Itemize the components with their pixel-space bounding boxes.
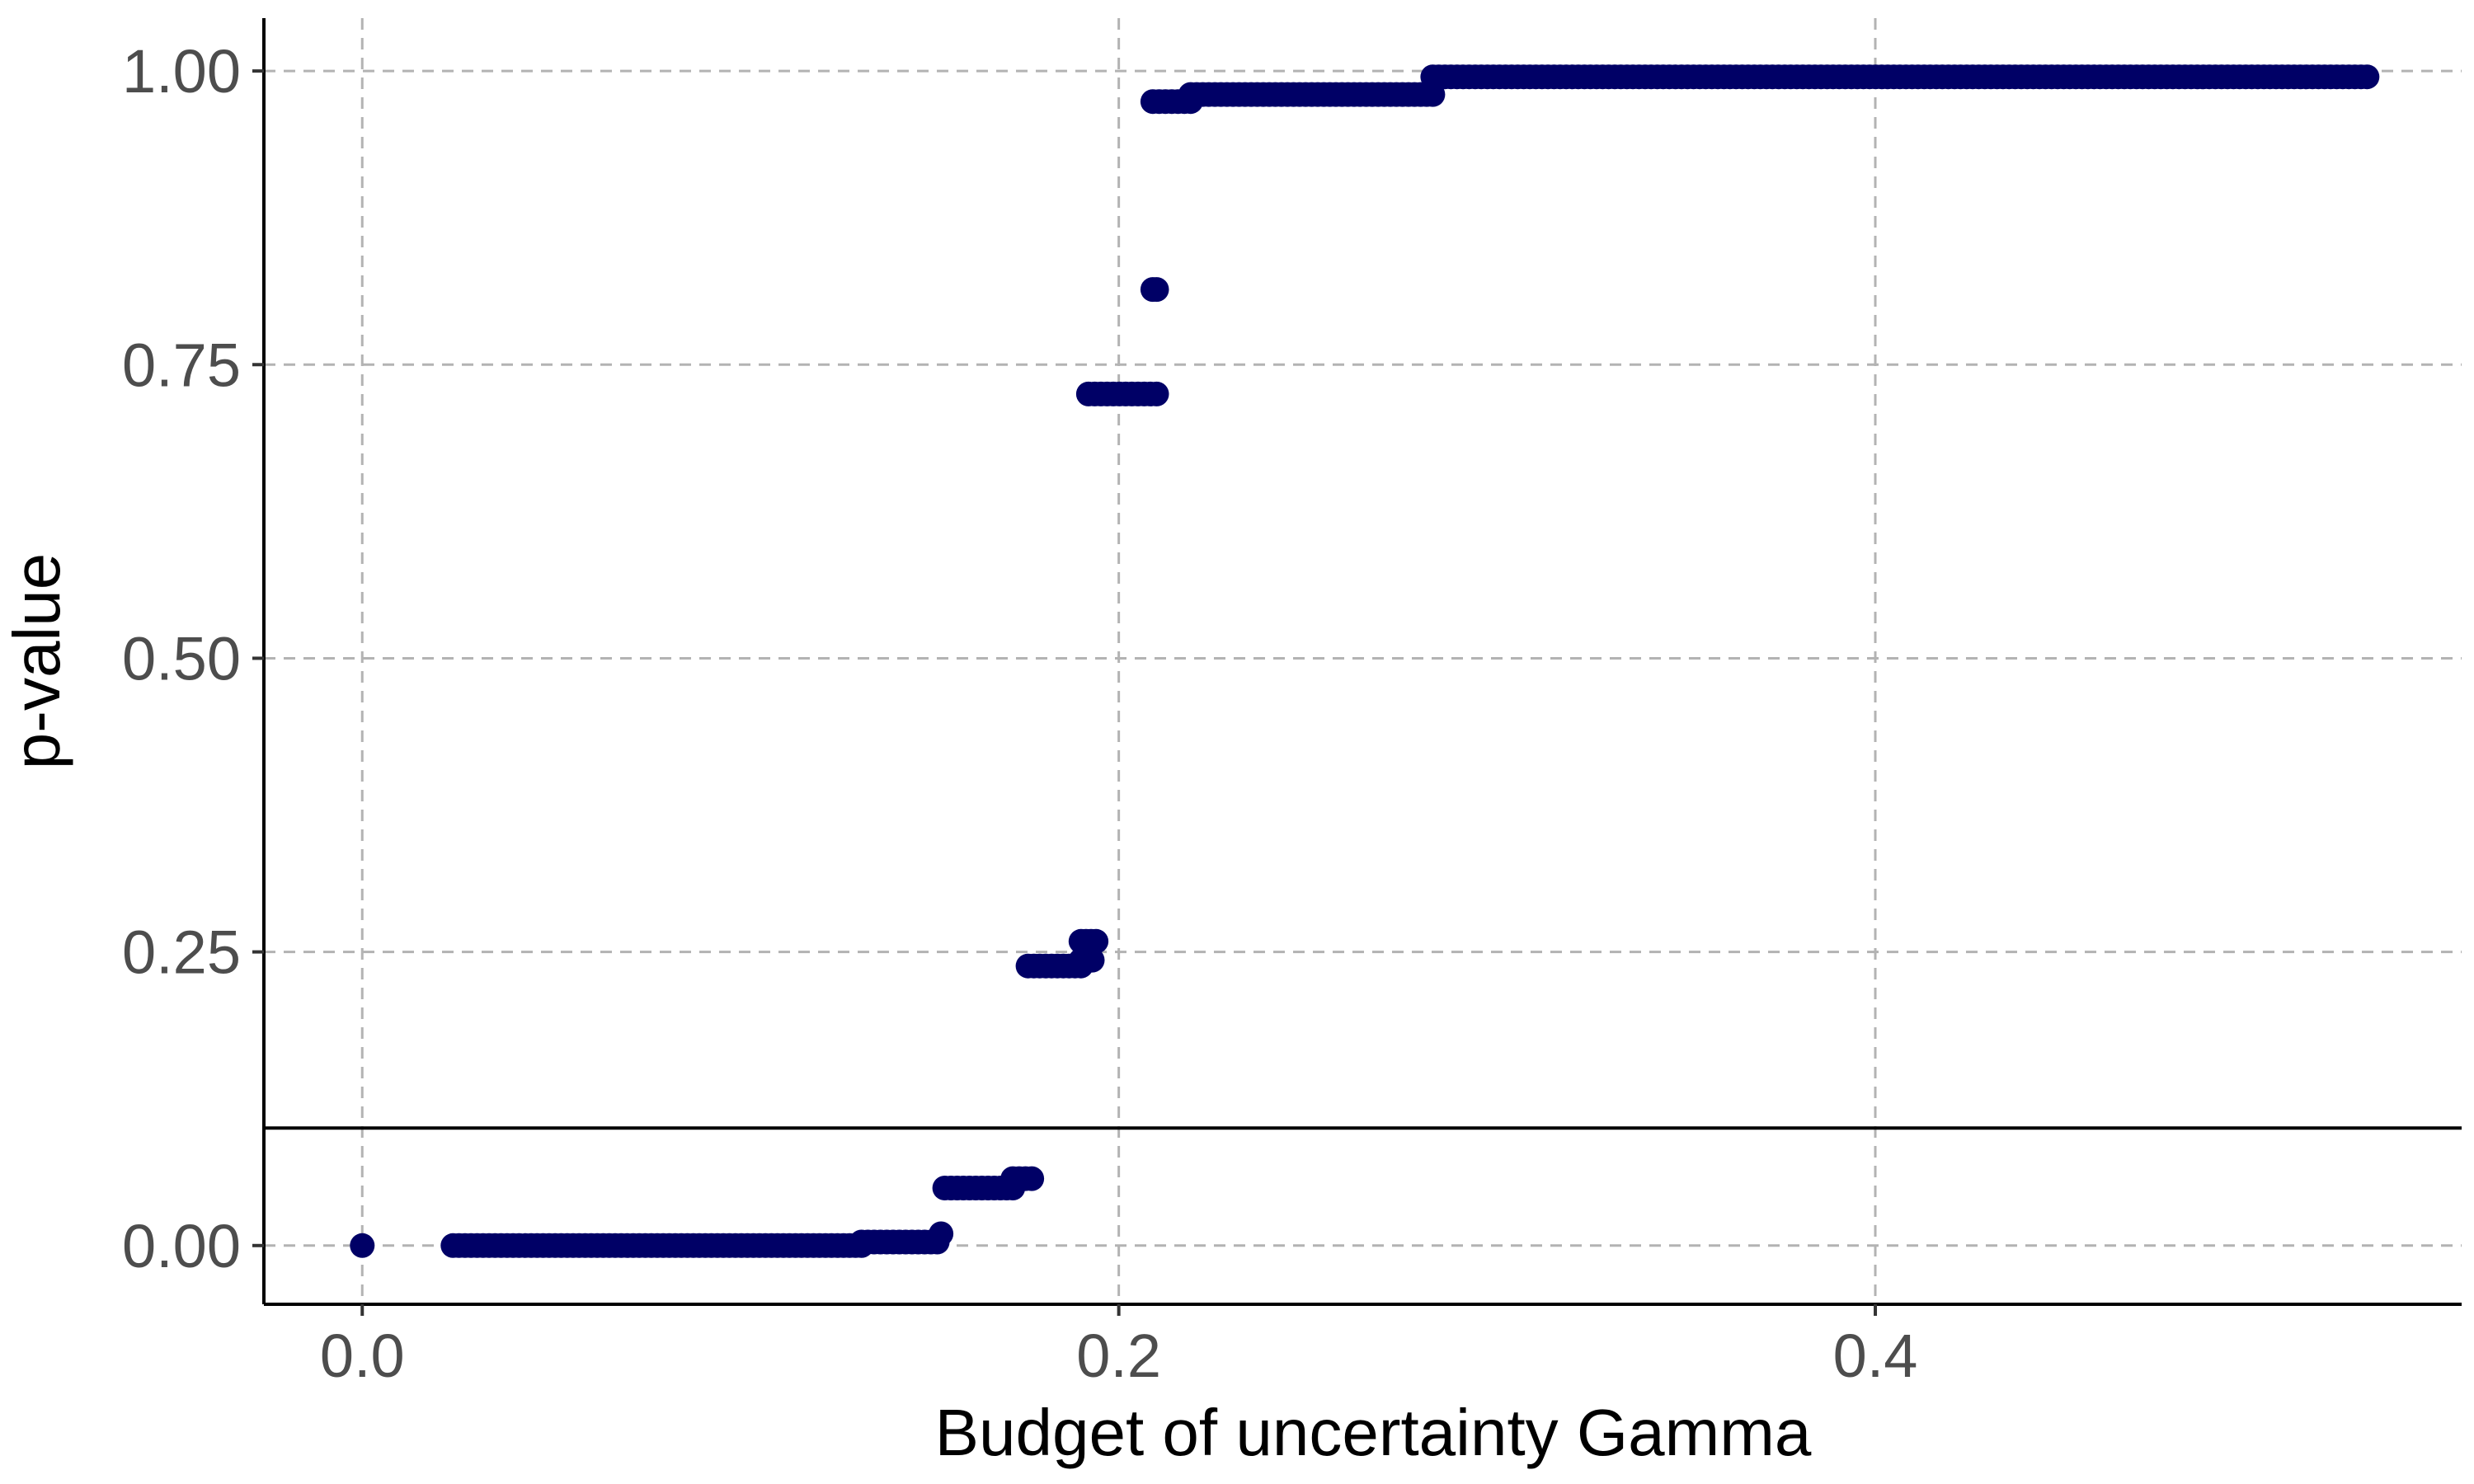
data-point — [1079, 947, 1105, 973]
y-tick-label: 0.25 — [122, 918, 241, 987]
x-axis-ticks: 0.0 0.2 0.4 — [320, 1304, 1918, 1390]
x-tick-label: 0.4 — [1833, 1322, 1918, 1390]
y-axis-title: p-value — [0, 553, 73, 769]
y-tick-label: 1.00 — [122, 37, 241, 106]
y-tick-label: 0.50 — [122, 624, 241, 693]
y-tick-label: 0.00 — [122, 1212, 241, 1280]
data-point — [1144, 277, 1169, 303]
data-point — [1019, 1166, 1045, 1191]
x-axis-title: Budget of uncertainty Gamma — [935, 1396, 1812, 1469]
y-tick-label: 0.75 — [122, 331, 241, 399]
data-points — [350, 64, 2380, 1258]
data-point — [929, 1221, 954, 1247]
y-axis-ticks: 0.00 0.25 0.50 0.75 1.00 — [122, 37, 264, 1280]
data-point — [1084, 928, 1109, 954]
x-tick-label: 0.0 — [320, 1322, 405, 1390]
grid-lines — [264, 18, 2462, 1304]
data-point — [1144, 381, 1169, 406]
data-point — [2354, 64, 2380, 90]
x-tick-label: 0.2 — [1076, 1322, 1161, 1390]
data-point — [350, 1233, 375, 1258]
